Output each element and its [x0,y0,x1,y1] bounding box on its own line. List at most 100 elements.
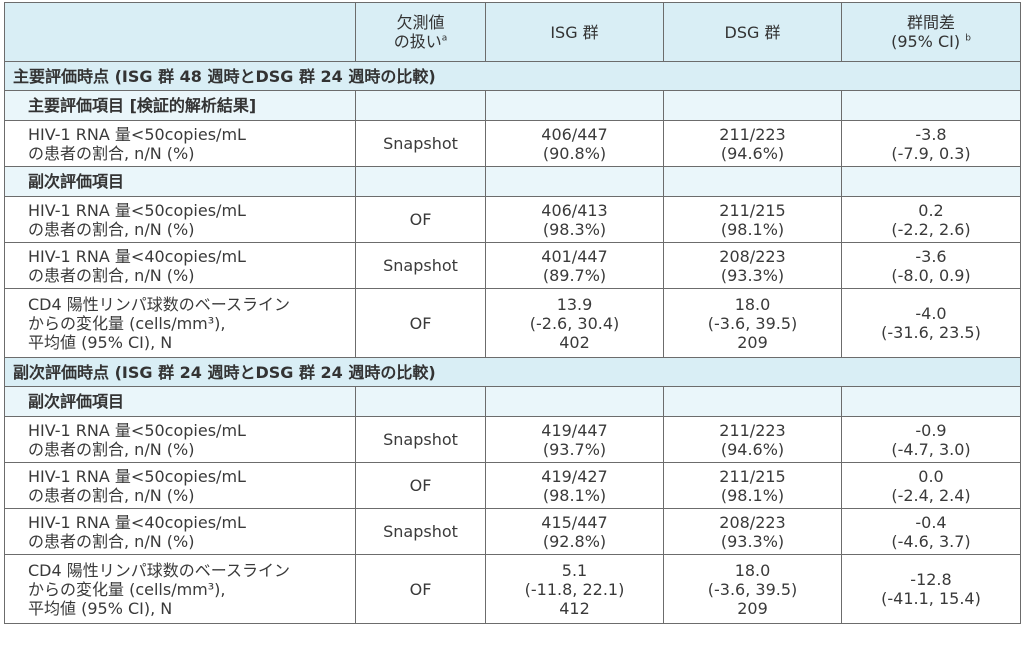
isg-value-cell: 415/447 (92.8%) [485,508,664,555]
endpoint-description-line: HIV-1 RNA 量<40copies/mL [28,246,246,266]
dsg-value-line: 208/223 [719,246,786,266]
isg-value-line: (-11.8, 22.1) [524,579,625,599]
subsection-title: 副次評価項目 [4,166,356,197]
missing-method-cell: OF [355,554,486,624]
isg-value-line: (93.7%) [542,439,607,459]
group-difference-line: -3.6 [915,246,947,266]
endpoint-description-line: の患者の割合, n/N (%) [28,143,195,163]
section-title: 副次評価時点 (ISG 群 24 週時とDSG 群 24 週時の比較) [4,357,1021,387]
missing-method-cell: Snapshot [355,416,486,463]
isg-value-line: (89.7%) [542,265,607,285]
isg-value-cell: 406/447 (90.8%) [485,120,664,167]
group-difference-cell: -3.6 (-8.0, 0.9) [841,242,1021,289]
table-header-row: 欠測値 の扱いa ISG 群 DSG 群 群間差 (95% CI) b [4,2,1021,62]
group-difference-line: (-2.2, 2.6) [891,219,971,239]
endpoint-description: HIV-1 RNA 量<50copies/mL の患者の割合, n/N (%) [4,196,356,243]
dsg-value-cell: 211/215 (98.1%) [663,196,842,243]
subsection-header-row: 副次評価項目 [4,166,1021,197]
group-difference-line: (-2.4, 2.4) [891,485,971,505]
isg-value-line: 406/413 [541,200,608,220]
dsg-value-line: (98.1%) [720,219,785,239]
isg-value-cell: 5.1 (-11.8, 22.1) 412 [485,554,664,624]
isg-value-cell: 419/427 (98.1%) [485,462,664,509]
dsg-value-line: (93.3%) [720,531,785,551]
endpoint-description-line: HIV-1 RNA 量<50copies/mL [28,466,246,486]
isg-value-line: (-2.6, 30.4) [529,313,620,333]
endpoint-description: HIV-1 RNA 量<50copies/mL の患者の割合, n/N (%) [4,120,356,167]
group-difference-line: -0.9 [915,420,947,440]
isg-value-cell: 13.9 (-2.6, 30.4) 402 [485,288,664,358]
endpoint-description-line: 平均値 (95% CI), N [28,332,173,352]
endpoint-description-line: HIV-1 RNA 量<50copies/mL [28,200,246,220]
isg-value-cell: 401/447 (89.7%) [485,242,664,289]
group-difference-line: (-41.1, 15.4) [881,589,981,608]
dsg-value-line: (93.3%) [720,265,785,285]
subsection-title: 副次評価項目 [4,386,356,417]
endpoint-description-line: CD4 陽性リンパ球数のベースライン [28,294,290,314]
group-difference-line: 0.2 [918,200,944,220]
dsg-value-line: (94.6%) [720,439,785,459]
endpoint-description-line: からの変化量 (cells/mm³), [28,313,226,333]
isg-value-line: 5.1 [561,560,588,580]
isg-value-line: (90.8%) [542,143,607,163]
group-difference-cell: -0.9 (-4.7, 3.0) [841,416,1021,463]
section-header-row: 主要評価時点 (ISG 群 48 週時とDSG 群 24 週時の比較) [4,61,1021,91]
group-difference-line: -4.0 [915,304,947,323]
section-header-row: 副次評価時点 (ISG 群 24 週時とDSG 群 24 週時の比較) [4,357,1021,387]
dsg-value-line: (98.1%) [720,485,785,505]
endpoint-description-line: 平均値 (95% CI), N [28,598,173,618]
missing-method-cell: OF [355,462,486,509]
endpoint-description: CD4 陽性リンパ球数のベースライン からの変化量 (cells/mm³), 平均値… [4,554,356,624]
dsg-value-line: 18.0 [734,560,771,580]
endpoint-description: HIV-1 RNA 量<40copies/mL の患者の割合, n/N (%) [4,508,356,555]
dsg-value-line: 18.0 [734,294,771,314]
dsg-value-line: 208/223 [719,512,786,532]
table-row: CD4 陽性リンパ球数のベースライン からの変化量 (cells/mm³), 平均値… [4,554,1021,624]
dsg-value-line: 211/223 [719,420,786,440]
isg-value-line: 13.9 [556,294,593,314]
group-difference-cell: 0.2 (-2.2, 2.6) [841,196,1021,243]
dsg-value-line: (94.6%) [720,143,785,163]
endpoint-description: HIV-1 RNA 量<50copies/mL の患者の割合, n/N (%) [4,416,356,463]
header-group-difference: 群間差 (95% CI) b [841,2,1021,62]
header-diff-line1: 群間差 [906,13,955,32]
dsg-value-cell: 208/223 (93.3%) [663,242,842,289]
isg-value-line: (98.1%) [542,485,607,505]
dsg-value-cell: 211/215 (98.1%) [663,462,842,509]
missing-method-cell: OF [355,288,486,358]
isg-value-line: 401/447 [541,246,608,266]
group-difference-line: (-8.0, 0.9) [891,265,971,285]
table-row: HIV-1 RNA 量<50copies/mL の患者の割合, n/N (%) O… [4,462,1021,509]
dsg-value-cell: 18.0 (-3.6, 39.5) 209 [663,554,842,624]
dsg-value-line: 209 [737,332,768,352]
missing-method-cell: OF [355,196,486,243]
group-difference-line: -12.8 [910,570,952,589]
header-isg: ISG 群 [485,2,664,62]
endpoint-description-line: の患者の割合, n/N (%) [28,219,195,239]
section-title: 主要評価時点 (ISG 群 48 週時とDSG 群 24 週時の比較) [4,61,1021,91]
endpoint-description-line: HIV-1 RNA 量<50copies/mL [28,420,246,440]
footnote-b-marker: b [965,33,971,44]
missing-method-cell: Snapshot [355,242,486,289]
isg-value-line: 402 [559,332,590,352]
results-table: 欠測値 の扱いa ISG 群 DSG 群 群間差 (95% CI) b 主要評価… [4,2,1021,624]
header-endpoint-cell [4,2,356,62]
table-row: HIV-1 RNA 量<40copies/mL の患者の割合, n/N (%) S… [4,508,1021,555]
subsection-header-row: 副次評価項目 [4,386,1021,417]
dsg-value-line: 211/223 [719,124,786,144]
group-difference-cell: -12.8 (-41.1, 15.4) [841,554,1021,624]
group-difference-cell: -0.4 (-4.6, 3.7) [841,508,1021,555]
isg-value-cell: 419/447 (93.7%) [485,416,664,463]
isg-value-cell: 406/413 (98.3%) [485,196,664,243]
dsg-value-line: 211/215 [719,466,786,486]
table-row: HIV-1 RNA 量<40copies/mL の患者の割合, n/N (%) S… [4,242,1021,289]
endpoint-description-line: からの変化量 (cells/mm³), [28,579,226,599]
group-difference-line: (-7.9, 0.3) [891,143,971,163]
header-missing-method-line2: の扱い [393,32,442,51]
dsg-value-line: (-3.6, 39.5) [707,313,798,333]
isg-value-line: 419/427 [541,466,608,486]
endpoint-description-line: HIV-1 RNA 量<40copies/mL [28,512,246,532]
isg-value-line: 406/447 [541,124,608,144]
isg-value-line: 415/447 [541,512,608,532]
isg-value-line: 419/447 [541,420,608,440]
